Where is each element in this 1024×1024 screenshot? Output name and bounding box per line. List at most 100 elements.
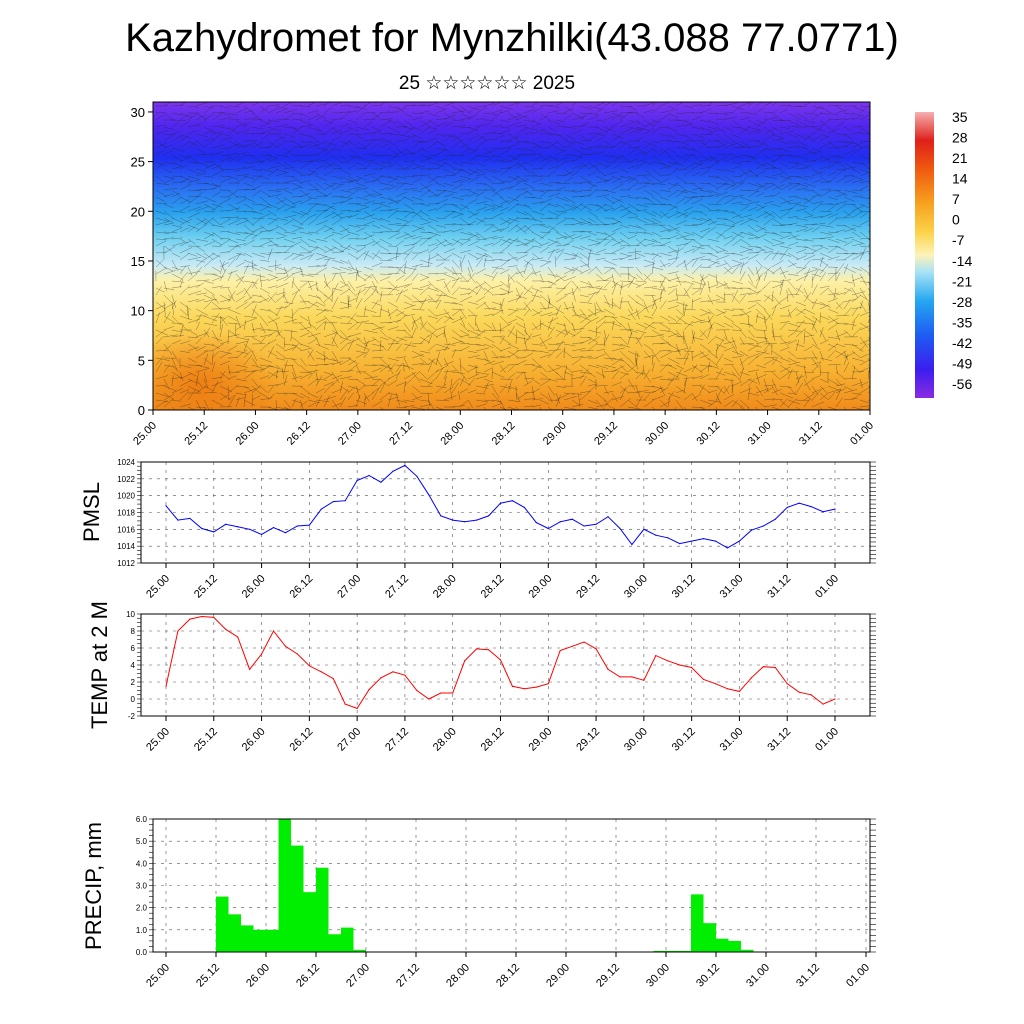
wind-barb (387, 273, 400, 275)
wind-barb (659, 126, 671, 129)
wind-barb (667, 203, 679, 209)
wind-barb (435, 105, 446, 110)
wind-barb (779, 322, 788, 331)
wind-barb (787, 294, 800, 296)
wind-barb (635, 119, 645, 127)
wind-barb (531, 322, 539, 331)
precip-bar (328, 934, 341, 952)
wind-barb (795, 217, 809, 221)
wind-barb (507, 283, 511, 296)
wind-barb (219, 217, 230, 219)
wind-barb (555, 340, 564, 352)
wind-barb (187, 357, 197, 363)
wind-barb (579, 203, 593, 211)
data-point (189, 517, 191, 519)
wind-barb (515, 359, 527, 366)
wind-barb (851, 243, 863, 247)
wind-barb (579, 252, 589, 259)
wind-barb (859, 247, 866, 261)
precip-bar (228, 914, 241, 952)
x-tick-label: 29.00 (526, 726, 554, 754)
wind-barb (643, 161, 654, 165)
wind-barb (851, 327, 862, 338)
wind-barb (587, 115, 600, 121)
wind-barb (539, 217, 553, 219)
wind-barb (467, 273, 477, 284)
wind-barb (331, 399, 340, 410)
data-point (535, 522, 537, 524)
wind-barb (211, 191, 220, 198)
wind-barb (715, 322, 725, 328)
wind-barb (523, 261, 529, 275)
wind-barb (483, 336, 495, 343)
wind-barb (651, 266, 664, 271)
wind-barb (211, 361, 216, 373)
wind-barb (819, 264, 829, 275)
wind-barb (827, 343, 837, 348)
wind-barb (603, 238, 613, 247)
wind-barb (323, 107, 333, 114)
wind-barb (187, 273, 198, 282)
wind-barb (763, 356, 777, 359)
wind-barb (507, 308, 519, 312)
wind-barb (307, 102, 317, 107)
wind-barb (771, 119, 786, 122)
wind-barb (459, 147, 471, 156)
wind-barb (739, 310, 752, 317)
wind-barb (299, 315, 309, 322)
wind-barb (819, 236, 834, 240)
wind-barb (427, 175, 439, 184)
wind-barb (387, 154, 399, 158)
wind-barb (603, 259, 617, 266)
wind-barb (235, 273, 244, 283)
wind-barb (595, 133, 606, 137)
wind-barb (435, 332, 445, 338)
wind-barb (547, 133, 562, 136)
wind-barb (507, 238, 520, 243)
wind-barb (563, 126, 577, 129)
wind-barb (371, 231, 383, 233)
wind-barb (755, 259, 764, 268)
wind-barb (683, 163, 696, 170)
wind-barb (155, 130, 168, 135)
wind-barb (259, 196, 271, 206)
wind-barb (427, 322, 437, 331)
wind-barb (179, 133, 191, 139)
wind-barb (331, 245, 345, 253)
wind-barb (235, 217, 249, 220)
x-tick-label: 01.00 (844, 962, 872, 990)
wind-barb (643, 189, 655, 197)
colorbar-label: -7 (952, 232, 965, 248)
wind-barb (563, 266, 575, 272)
wind-barb (739, 357, 745, 370)
wind-barb (443, 273, 456, 279)
colorbar-label: -14 (952, 253, 972, 269)
x-tick-label: 30.12 (694, 962, 722, 990)
wind-barb (715, 345, 718, 359)
wind-barb (219, 238, 231, 247)
wind-barb (755, 102, 763, 107)
wind-barb (763, 398, 776, 401)
wind-barb (563, 240, 574, 247)
wind-barb (387, 280, 397, 289)
wind-barb (867, 167, 870, 170)
wind-barb (795, 321, 806, 324)
wind-barb (531, 145, 543, 149)
wind-barb (507, 114, 521, 121)
wind-barb (467, 272, 476, 282)
wind-barb (691, 384, 703, 387)
wind-barb (851, 112, 865, 117)
x-tick-label: 27.12 (383, 573, 411, 601)
wind-barb (379, 291, 383, 303)
x-tick-label: 31.00 (718, 573, 746, 601)
wind-barb (539, 312, 553, 317)
wind-barb (667, 357, 680, 365)
wind-barb (843, 354, 848, 366)
wind-barb (851, 116, 862, 121)
wind-barb (827, 176, 836, 184)
wind-barb (323, 315, 334, 326)
wind-barb (251, 174, 263, 184)
x-tick-label: 26.12 (288, 726, 316, 754)
wind-barb (171, 181, 186, 184)
x-tick-label: 31.12 (765, 573, 793, 601)
